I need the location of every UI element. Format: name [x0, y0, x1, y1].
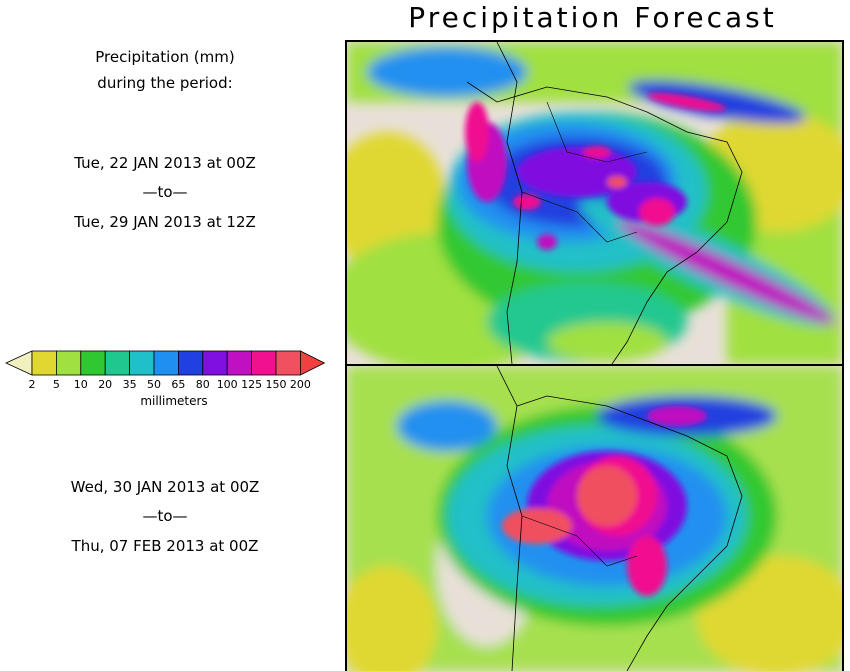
colorbar-swatch — [129, 350, 155, 376]
colorbar-swatch — [31, 350, 57, 376]
colorbar-legend: 2 5 10 20 35 50 65 80 100 125 150 200 millimeters — [4, 348, 344, 418]
period2-start: Wed, 30 JAN 2013 at 00Z — [70, 478, 260, 496]
colorbar-swatch — [153, 350, 179, 376]
colorbar-swatch — [226, 350, 252, 376]
period-heading-line2: during the period: — [97, 74, 233, 92]
colorbar-swatch — [80, 350, 106, 376]
period1-end: Tue, 29 JAN 2013 at 12Z — [74, 213, 256, 231]
period2-separator: —to— — [142, 507, 188, 525]
colorbar-swatch — [104, 350, 130, 376]
colorbar-tick-label: 10 — [74, 378, 88, 391]
forecast-map-period1 — [345, 40, 844, 366]
precip-map-bottom — [347, 366, 842, 671]
period1-separator: —to— — [142, 183, 188, 201]
colorbar-swatch — [251, 350, 277, 376]
period2-end: Thu, 07 FEB 2013 at 00Z — [71, 537, 259, 555]
precip-map-top — [347, 42, 842, 364]
colorbar-tick-label: 80 — [196, 378, 210, 391]
period1-start: Tue, 22 JAN 2013 at 00Z — [74, 154, 256, 172]
colorbar-tick-label: 200 — [290, 378, 311, 391]
forecast-map-period2 — [345, 364, 844, 671]
colorbar-unit-label: millimeters — [140, 394, 207, 408]
colorbar-arrow-low — [5, 350, 33, 376]
colorbar-tick-label: 20 — [98, 378, 112, 391]
page-title: Precipitation Forecast — [408, 1, 777, 34]
period-heading-line1: Precipitation (mm) — [95, 48, 235, 66]
colorbar-swatch — [202, 350, 228, 376]
colorbar-tick-label: 100 — [217, 378, 238, 391]
colorbar-swatch — [275, 350, 301, 376]
colorbar-swatch — [177, 350, 204, 376]
colorbar-swatch — [56, 350, 82, 376]
colorbar-tick-label: 150 — [266, 378, 287, 391]
colorbar-tick-label: 5 — [53, 378, 60, 391]
colorbar-tick-label: 2 — [29, 378, 36, 391]
colorbar-tick-label: 50 — [147, 378, 161, 391]
colorbar-tick-label: 65 — [171, 378, 185, 391]
colorbar-arrow-high — [299, 350, 326, 376]
colorbar: 2 5 10 20 35 50 65 80 100 125 150 200 millimeters — [5, 350, 326, 408]
colorbar-tick-label: 35 — [123, 378, 137, 391]
colorbar-tick-label: 125 — [241, 378, 262, 391]
